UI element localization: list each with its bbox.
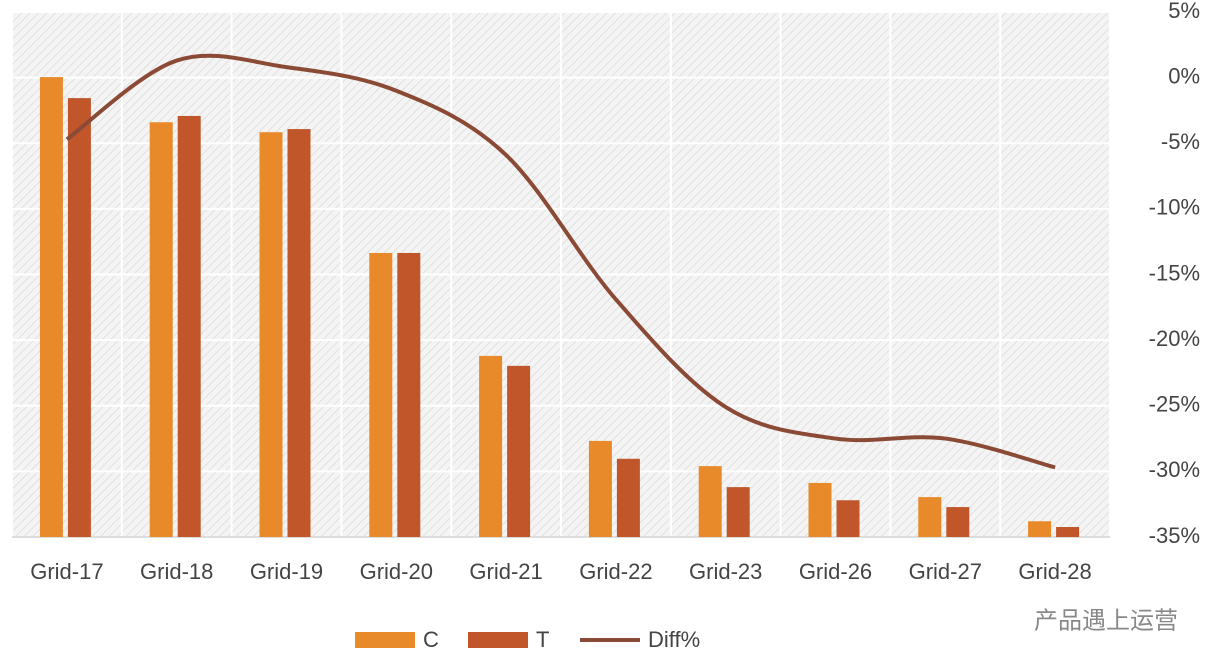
x-tick-label: Grid-28 — [1018, 559, 1091, 584]
bar — [479, 355, 503, 537]
x-tick-label: Grid-27 — [909, 559, 982, 584]
bar — [918, 497, 942, 537]
bar — [808, 482, 832, 537]
bar — [369, 252, 393, 537]
y2-tick-label: -5% — [1161, 129, 1200, 154]
x-tick-label: Grid-21 — [469, 559, 542, 584]
x-tick-label: Grid-23 — [689, 559, 762, 584]
bar — [836, 500, 860, 537]
x-tick-label: Grid-26 — [799, 559, 872, 584]
bar — [1028, 521, 1052, 537]
bar — [149, 122, 173, 537]
bar — [588, 440, 612, 537]
x-tick-label: Grid-17 — [30, 559, 103, 584]
bar — [259, 132, 283, 537]
x-tick-label: Grid-22 — [579, 559, 652, 584]
y2-tick-label: -10% — [1149, 195, 1200, 220]
y2-tick-label: -25% — [1149, 392, 1200, 417]
bar — [616, 458, 640, 537]
bar — [67, 98, 91, 537]
watermark: 产品遇上运营 — [1034, 607, 1178, 634]
y2-tick-label: 5% — [1168, 0, 1200, 23]
x-tick-label: Grid-18 — [140, 559, 213, 584]
y2-tick-label: -35% — [1149, 523, 1200, 548]
legend-swatch — [468, 632, 528, 648]
y2-tick-label: -20% — [1149, 326, 1200, 351]
y2-tick-label: 0% — [1168, 63, 1200, 88]
y2-tick-label: -30% — [1149, 457, 1200, 482]
bar — [698, 466, 722, 537]
bar — [507, 365, 531, 537]
legend-label: T — [536, 627, 549, 652]
y2-tick-label: -15% — [1149, 260, 1200, 285]
line — [65, 53, 1056, 470]
x-tick-label: Grid-19 — [250, 559, 323, 584]
bar — [726, 487, 750, 537]
bar — [177, 115, 201, 537]
legend-swatch — [355, 632, 415, 648]
bar — [397, 252, 421, 537]
bar — [946, 507, 970, 537]
x-tick-label: Grid-20 — [360, 559, 433, 584]
bar — [287, 129, 311, 537]
bar — [1056, 527, 1080, 537]
bar — [39, 77, 63, 537]
legend-label: Diff% — [648, 627, 700, 652]
legend-label: C — [423, 627, 439, 652]
